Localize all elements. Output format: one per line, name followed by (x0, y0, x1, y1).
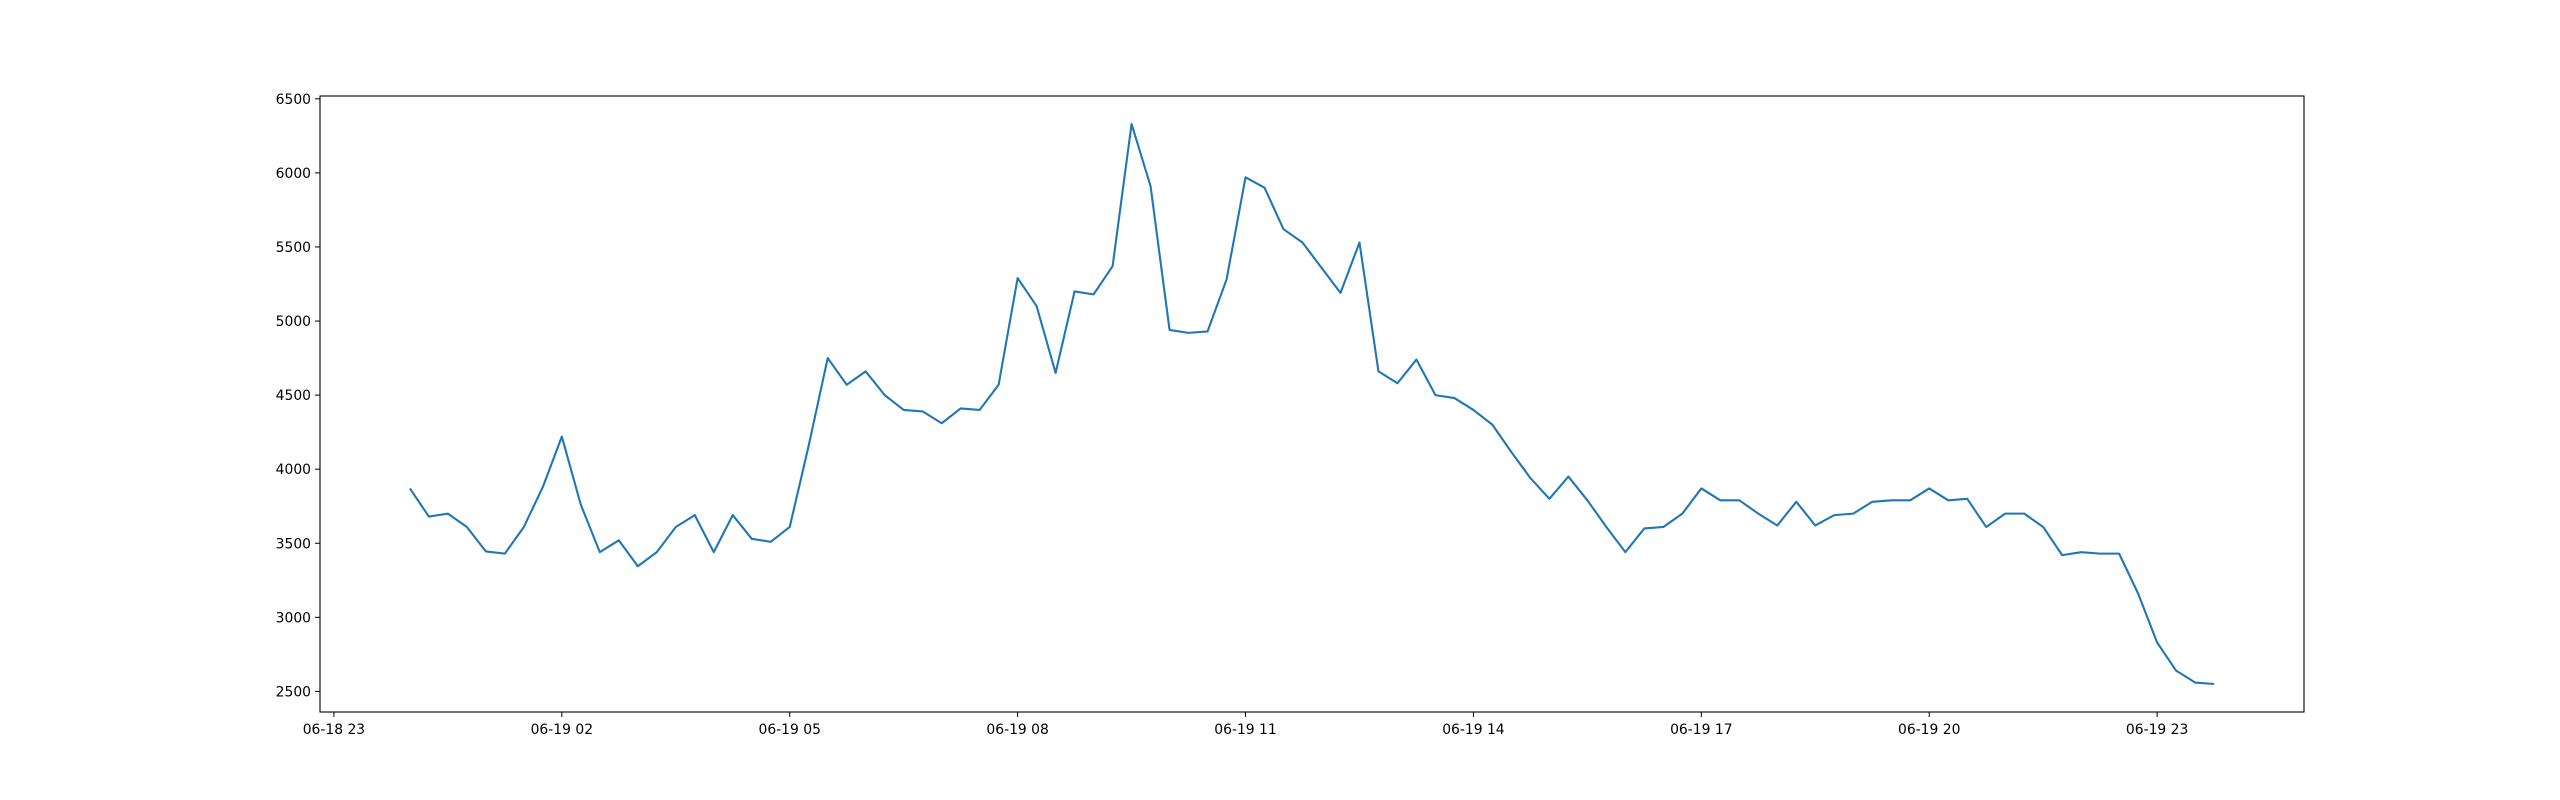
y-tick-label: 2500 (276, 684, 311, 700)
y-tick-label: 5000 (276, 314, 311, 330)
y-tick-label: 3500 (276, 536, 311, 552)
x-tick-label: 06-19 02 (531, 722, 593, 738)
y-tick-label: 4500 (276, 388, 311, 404)
y-tick-label: 3000 (276, 610, 311, 626)
data-line (409, 122, 2215, 686)
x-tick-label: 06-19 14 (1442, 722, 1505, 738)
y-tick-label: 5500 (276, 240, 311, 256)
y-tick-label: 6500 (276, 92, 311, 108)
x-tick-label: 06-18 23 (303, 722, 365, 738)
x-tick-label: 06-19 17 (1670, 722, 1732, 738)
x-tick-label: 06-19 20 (1898, 722, 1960, 738)
x-tick-label: 06-19 11 (1214, 722, 1276, 738)
y-tick-label: 4000 (276, 462, 311, 478)
x-tick-label: 06-19 23 (2126, 722, 2188, 738)
x-tick-label: 06-19 05 (758, 722, 820, 738)
y-tick-label: 6000 (276, 166, 311, 182)
axes-frame (319, 95, 2305, 713)
x-tick-label: 06-19 08 (986, 722, 1048, 738)
